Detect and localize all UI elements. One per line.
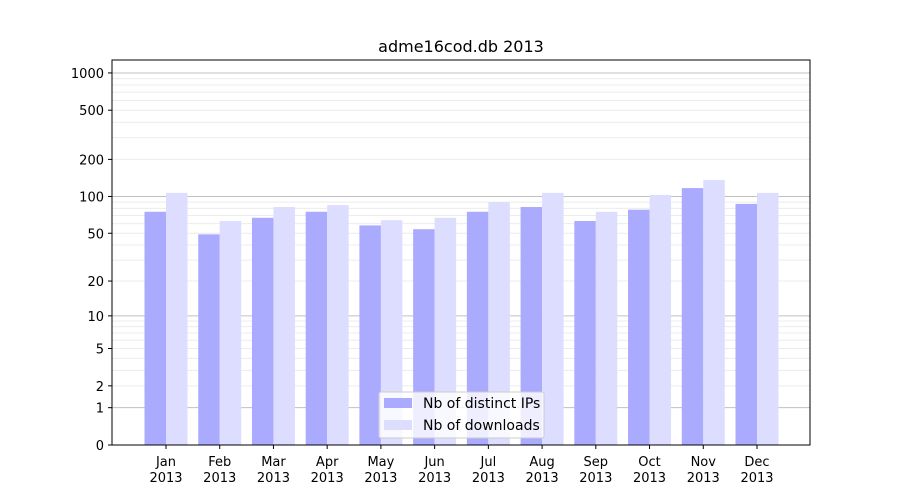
bar-downloads: [219, 221, 242, 445]
y-tick-label: 100: [79, 190, 104, 205]
bar-distinct-ips: [466, 211, 489, 445]
y-tick-label: 1: [96, 402, 104, 417]
y-tick-label: 10: [87, 310, 104, 325]
bar-distinct-ips: [628, 209, 650, 445]
legend-label-downloads: Nb of downloads: [423, 418, 540, 434]
legend-label-ips: Nb of distinct IPs: [423, 396, 540, 412]
x-tick-label: Aug 2013: [526, 455, 559, 486]
y-tick-label: 0: [96, 439, 104, 454]
x-tick-label: Nov 2013: [687, 455, 720, 486]
bar-downloads: [757, 192, 779, 445]
bar-distinct-ips: [413, 229, 435, 445]
bar-distinct-ips: [359, 225, 381, 445]
legend-swatch-ips: [384, 398, 412, 408]
x-tick-label: Apr 2013: [311, 455, 344, 486]
bar-downloads: [595, 211, 618, 445]
y-tick-label: 20: [87, 275, 104, 290]
axes-frame: [111, 59, 811, 446]
y-tick-label: 50: [87, 227, 104, 242]
x-tick-label: Dec 2013: [740, 455, 773, 486]
bars: [144, 180, 779, 446]
bar-distinct-ips: [520, 207, 543, 445]
legend-box: [378, 391, 545, 439]
x-tick-label: May 2013: [364, 455, 397, 486]
bar-distinct-ips: [574, 221, 596, 445]
x-tick-label: Jan 2013: [149, 455, 182, 486]
bar-distinct-ips: [144, 211, 166, 445]
legend-swatch-downloads: [384, 420, 412, 430]
chart-title: adme16cod.db 2013: [378, 37, 544, 56]
bar-distinct-ips: [251, 217, 274, 445]
x-tick-label: Jul 2013: [472, 455, 505, 486]
x-tick-label: Mar 2013: [257, 455, 290, 486]
y-axis: 0 1 2 5 10 20 50 100 200 500 1000: [71, 67, 112, 454]
y-tick-label: 1000: [71, 67, 104, 82]
bar-distinct-ips: [198, 234, 220, 445]
x-axis: Jan 2013 Feb 2013 Mar 2013 Apr 2013 May 2013 Jun 20…: [149, 445, 774, 486]
x-tick-label: Sep 2013: [579, 455, 612, 486]
y-tick-label: 500: [79, 104, 104, 119]
bar-distinct-ips: [735, 203, 757, 445]
x-tick-label: Feb 2013: [203, 455, 236, 486]
bar-downloads: [327, 205, 349, 445]
bar-downloads: [434, 217, 457, 445]
bar-downloads: [488, 202, 510, 445]
x-tick-label: Oct 2013: [633, 455, 666, 486]
bar-downloads: [703, 180, 725, 446]
y-tick-label: 2: [96, 380, 104, 395]
bar-downloads: [380, 220, 403, 445]
bar-downloads: [649, 194, 672, 445]
legend: Nb of distinct IPs Nb of downloads: [378, 391, 545, 439]
bar-downloads: [166, 192, 188, 445]
bar-distinct-ips: [305, 211, 328, 445]
y-tick-label: 5: [96, 343, 104, 358]
bar-downloads: [542, 192, 564, 445]
bar-downloads: [273, 207, 295, 445]
bar-distinct-ips: [681, 188, 704, 446]
x-tick-label: Jun 2013: [418, 455, 451, 486]
y-tick-label: 200: [79, 153, 104, 168]
